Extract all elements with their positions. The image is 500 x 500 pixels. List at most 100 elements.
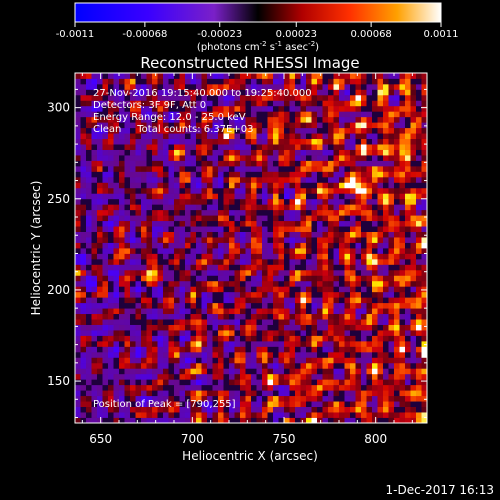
heatmap-cell bbox=[75, 269, 81, 276]
heatmap-cell bbox=[399, 209, 406, 216]
heatmap-cell bbox=[344, 308, 351, 315]
heatmap-cell bbox=[212, 204, 219, 211]
heatmap-cell bbox=[416, 330, 422, 336]
heatmap-cell bbox=[311, 149, 318, 156]
heatmap-cell bbox=[75, 280, 81, 287]
heatmap-cell bbox=[273, 127, 279, 134]
heatmap-cell bbox=[86, 237, 92, 243]
heatmap-cell bbox=[97, 89, 103, 96]
y-tick-label: 150 bbox=[47, 374, 70, 388]
heatmap-cell bbox=[421, 269, 427, 276]
heatmap-cell bbox=[86, 319, 92, 325]
heatmap-cell bbox=[405, 193, 411, 200]
heatmap-cell bbox=[141, 78, 147, 85]
heatmap-cell bbox=[372, 264, 378, 271]
heatmap-cell bbox=[306, 417, 312, 423]
heatmap-cell bbox=[350, 144, 356, 150]
heatmap-cell bbox=[278, 286, 285, 293]
heatmap-cell bbox=[135, 395, 142, 402]
heatmap-cell bbox=[256, 253, 263, 260]
heatmap-cell bbox=[80, 231, 87, 238]
heatmap-cell bbox=[201, 412, 208, 418]
heatmap-cell bbox=[339, 406, 345, 413]
heatmap-cell bbox=[168, 340, 175, 347]
heatmap-cell bbox=[119, 144, 125, 150]
heatmap-cell bbox=[196, 308, 202, 315]
heatmap-cell bbox=[355, 340, 362, 347]
heatmap-cell bbox=[201, 226, 208, 232]
heatmap-cell bbox=[245, 406, 252, 413]
heatmap-cell bbox=[399, 171, 406, 178]
heatmap-cell bbox=[339, 231, 345, 238]
heatmap-cell bbox=[421, 204, 427, 211]
heatmap-cell bbox=[168, 89, 175, 96]
heatmap-cell bbox=[262, 231, 268, 238]
heatmap-cell bbox=[174, 297, 180, 304]
heatmap-cell bbox=[91, 280, 98, 287]
heatmap-cell bbox=[333, 412, 340, 418]
heatmap-cell bbox=[108, 319, 114, 325]
heatmap-cell bbox=[185, 182, 191, 189]
heatmap-cell bbox=[245, 111, 252, 118]
heatmap-cell bbox=[295, 401, 301, 407]
heatmap-cell bbox=[218, 401, 224, 407]
heatmap-cell bbox=[234, 357, 241, 364]
heatmap-cell bbox=[218, 390, 224, 397]
heatmap-cell bbox=[240, 193, 246, 200]
heatmap-cell bbox=[223, 275, 230, 282]
heatmap-cell bbox=[361, 340, 367, 347]
heatmap-cell bbox=[344, 144, 351, 150]
heatmap-cell bbox=[317, 187, 323, 194]
heatmap-cell bbox=[86, 226, 92, 232]
heatmap-cell bbox=[410, 417, 417, 423]
heatmap-cell bbox=[284, 258, 290, 265]
heatmap-cell bbox=[355, 116, 362, 123]
heatmap-cell bbox=[383, 176, 389, 183]
heatmap-cell bbox=[157, 384, 164, 391]
heatmap-cell bbox=[240, 390, 246, 397]
heatmap-cell bbox=[366, 94, 373, 101]
heatmap-cell bbox=[355, 94, 362, 101]
heatmap-cell bbox=[196, 351, 202, 358]
heatmap-cell bbox=[108, 406, 114, 413]
heatmap-cell bbox=[102, 220, 109, 227]
heatmap-cell bbox=[135, 187, 142, 194]
heatmap-cell bbox=[256, 401, 263, 407]
heatmap-cell bbox=[306, 297, 312, 304]
heatmap-cell bbox=[416, 248, 422, 254]
heatmap-cell bbox=[251, 209, 257, 216]
heatmap-cell bbox=[113, 258, 120, 265]
heatmap-cell bbox=[372, 73, 378, 79]
heatmap-cell bbox=[91, 390, 98, 397]
heatmap-cell bbox=[245, 182, 252, 189]
heatmap-cell bbox=[344, 373, 351, 380]
heatmap-cell bbox=[317, 105, 323, 112]
heatmap-cell bbox=[410, 149, 417, 156]
heatmap-cell bbox=[141, 297, 147, 304]
heatmap-cell bbox=[355, 362, 362, 369]
heatmap-cell bbox=[80, 182, 87, 189]
heatmap-cell bbox=[113, 362, 120, 369]
heatmap-cell bbox=[295, 73, 301, 79]
heatmap-cell bbox=[306, 100, 312, 107]
heatmap-cell bbox=[91, 308, 98, 315]
heatmap-cell bbox=[273, 269, 279, 276]
heatmap-cell bbox=[80, 346, 87, 353]
heatmap-cell bbox=[174, 111, 180, 118]
heatmap-cell bbox=[190, 73, 197, 79]
heatmap-cell bbox=[179, 133, 186, 140]
heatmap-cell bbox=[251, 313, 257, 320]
heatmap-cell bbox=[234, 149, 241, 156]
heatmap-cell bbox=[410, 302, 417, 309]
heatmap-cell bbox=[201, 89, 208, 96]
heatmap-cell bbox=[141, 73, 147, 79]
heatmap-cell bbox=[421, 357, 427, 364]
heatmap-cell bbox=[300, 122, 307, 129]
heatmap-cell bbox=[289, 406, 296, 413]
heatmap-cell bbox=[168, 302, 175, 309]
heatmap-cell bbox=[251, 73, 257, 79]
heatmap-cell bbox=[97, 368, 103, 375]
heatmap-cell bbox=[333, 127, 340, 134]
heatmap-cell bbox=[361, 291, 367, 298]
heatmap-cell bbox=[289, 417, 296, 423]
